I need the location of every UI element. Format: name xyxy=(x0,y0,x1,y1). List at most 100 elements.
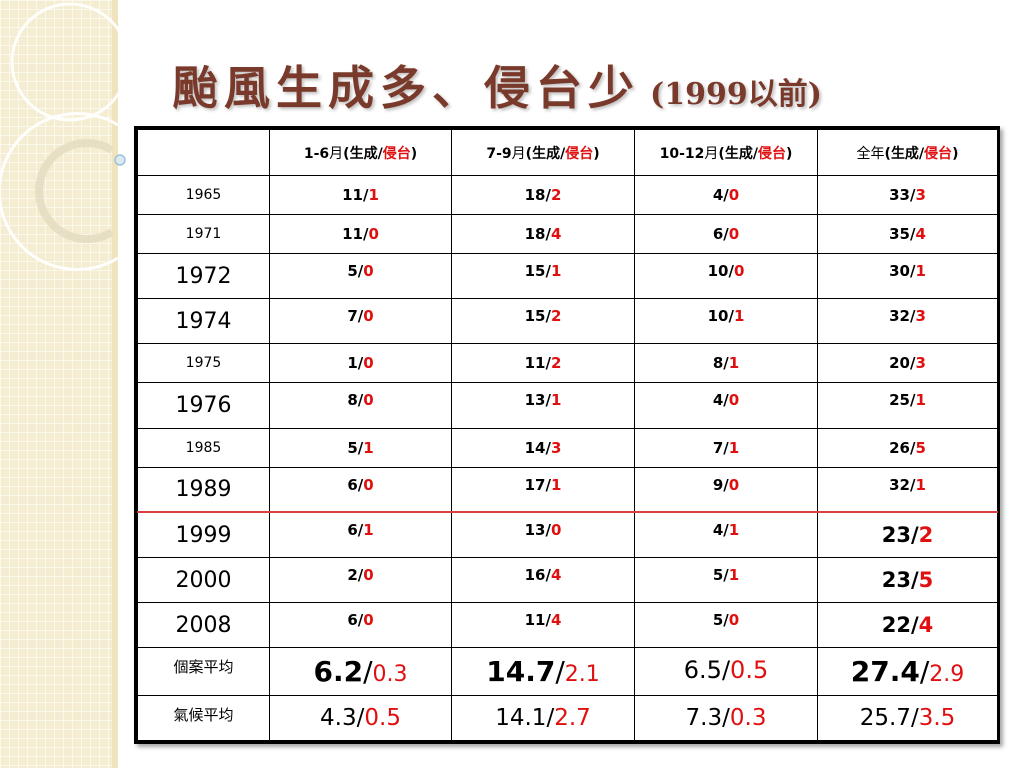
value-separator: / xyxy=(357,566,364,585)
value-cell: 15/1 xyxy=(451,253,635,300)
header-paren-open: ( xyxy=(343,145,350,162)
generated-count: 6 xyxy=(347,611,358,630)
value-cell: 20/3 xyxy=(817,343,998,384)
invasion-count: 0 xyxy=(728,475,740,494)
value-separator: / xyxy=(728,307,734,326)
value-separator: / xyxy=(356,704,365,731)
invasion-count: 0 xyxy=(728,225,740,244)
invasion-count: 0 xyxy=(363,262,374,281)
header-paren-close: ) xyxy=(785,145,793,162)
table-row: 1976 8/0 13/1 4/0 25/1 xyxy=(137,382,998,429)
generated-count: 6.5 xyxy=(683,656,722,685)
value-separator: / xyxy=(545,438,551,457)
generated-count: 11 xyxy=(524,354,546,373)
value-separator: / xyxy=(910,704,919,731)
invasion-count: 2 xyxy=(550,186,562,205)
generated-count: 32 xyxy=(889,475,910,494)
header-range: 7-9 xyxy=(486,145,512,162)
generated-count: 13 xyxy=(524,391,546,410)
generated-count: 2 xyxy=(347,566,358,585)
invasion-count: 4 xyxy=(918,613,934,638)
value-cell: 26/5 xyxy=(817,427,998,468)
value-cell: 32/3 xyxy=(817,298,998,345)
header-separator: / xyxy=(918,145,925,162)
side-decoration-edge xyxy=(112,0,118,768)
value-cell: 4/1 xyxy=(634,511,818,559)
value-cell: 32/1 xyxy=(817,466,998,514)
generated-count: 26 xyxy=(889,438,910,457)
table-row: 1965 11/1 18/2 4/0 33/3 xyxy=(137,174,998,216)
header-range: 1-6 xyxy=(303,145,330,162)
header-paren-open: ( xyxy=(884,145,891,162)
invasion-count: 1 xyxy=(915,475,926,494)
value-separator: / xyxy=(545,186,551,205)
case-average-cell: 27.4/2.9 xyxy=(817,647,998,696)
table-row: 1975 1/0 11/2 8/1 20/3 xyxy=(137,343,998,384)
value-separator: / xyxy=(723,186,729,205)
value-cell: 11/1 xyxy=(269,174,452,216)
header-jan-jun: 1-6月(生成/侵台) xyxy=(269,129,452,176)
value-cell: 5/1 xyxy=(634,557,818,604)
invasion-count: 0 xyxy=(363,475,374,494)
value-separator: / xyxy=(910,568,919,593)
generated-count: 7 xyxy=(712,438,724,457)
value-cell: 5/0 xyxy=(634,602,818,649)
invasion-count: 2.7 xyxy=(554,704,591,731)
year-cell: 1985 xyxy=(137,427,270,468)
invasion-count: 1 xyxy=(363,438,374,457)
generated-count: 4.3 xyxy=(320,704,357,731)
generated-count: 6 xyxy=(347,475,358,494)
invasion-count: 3 xyxy=(915,307,926,326)
value-separator: / xyxy=(357,354,364,373)
case-average-cell: 6.2/0.3 xyxy=(269,647,452,696)
value-separator: / xyxy=(362,186,369,205)
typhoon-stats-table: 1-6月(生成/侵台) 7-9月(生成/侵台) 10-12月(生成/侵台) 全年… xyxy=(137,129,998,742)
generated-count: 18 xyxy=(524,225,546,244)
invasion-count: 0.5 xyxy=(364,704,401,731)
invasion-count: 0 xyxy=(733,262,745,281)
value-separator: / xyxy=(909,307,916,326)
year-cell: 1999 xyxy=(137,511,270,559)
year-cell: 1965 xyxy=(137,174,270,216)
value-separator: / xyxy=(723,391,729,410)
invasion-count: 0 xyxy=(363,354,374,373)
case-average-label: 個案平均 xyxy=(137,647,270,696)
header-name: 全年 xyxy=(856,145,885,162)
value-separator: / xyxy=(910,613,919,638)
generated-count: 17 xyxy=(524,475,546,494)
value-cell: 6/1 xyxy=(269,511,452,559)
value-cell: 13/0 xyxy=(451,511,635,559)
value-separator: / xyxy=(722,704,730,731)
year-cell: 1971 xyxy=(137,214,270,255)
generated-count: 20 xyxy=(889,354,910,373)
value-separator: / xyxy=(919,655,930,689)
year-cell: 1974 xyxy=(137,298,270,345)
climate-average-cell: 14.1/2.7 xyxy=(451,694,635,742)
value-cell: 6/0 xyxy=(269,602,452,649)
invasion-count: 3 xyxy=(915,354,926,373)
value-separator: / xyxy=(357,262,364,281)
header-empty-cell xyxy=(137,129,270,176)
invasion-count: 1 xyxy=(728,566,740,585)
invasion-count: 1 xyxy=(728,354,740,373)
value-separator: / xyxy=(546,704,555,731)
header-row: 1-6月(生成/侵台) 7-9月(生成/侵台) 10-12月(生成/侵台) 全年… xyxy=(137,129,998,176)
generated-count: 11 xyxy=(524,611,546,630)
header-paren-close: ) xyxy=(952,145,959,162)
table-body: 1965 11/1 18/2 4/0 33/3 1971 11/0 18/4 6/0 35/4 19… xyxy=(137,174,998,742)
value-cell: 25/1 xyxy=(817,382,998,429)
invasion-count: 0 xyxy=(728,611,740,630)
generated-count: 5 xyxy=(347,262,358,281)
value-separator: / xyxy=(363,655,373,689)
value-separator: / xyxy=(357,475,364,494)
value-cell: 22/4 xyxy=(817,602,998,649)
value-separator: / xyxy=(909,262,916,281)
value-cell: 17/1 xyxy=(451,466,635,514)
value-cell: 13/1 xyxy=(451,382,635,429)
value-cell: 6/0 xyxy=(269,466,452,514)
value-separator: / xyxy=(357,521,364,540)
value-separator: / xyxy=(545,521,551,540)
invasion-count: 0.3 xyxy=(372,662,408,688)
generated-count: 7 xyxy=(347,307,358,326)
invasion-count: 1 xyxy=(915,262,926,281)
